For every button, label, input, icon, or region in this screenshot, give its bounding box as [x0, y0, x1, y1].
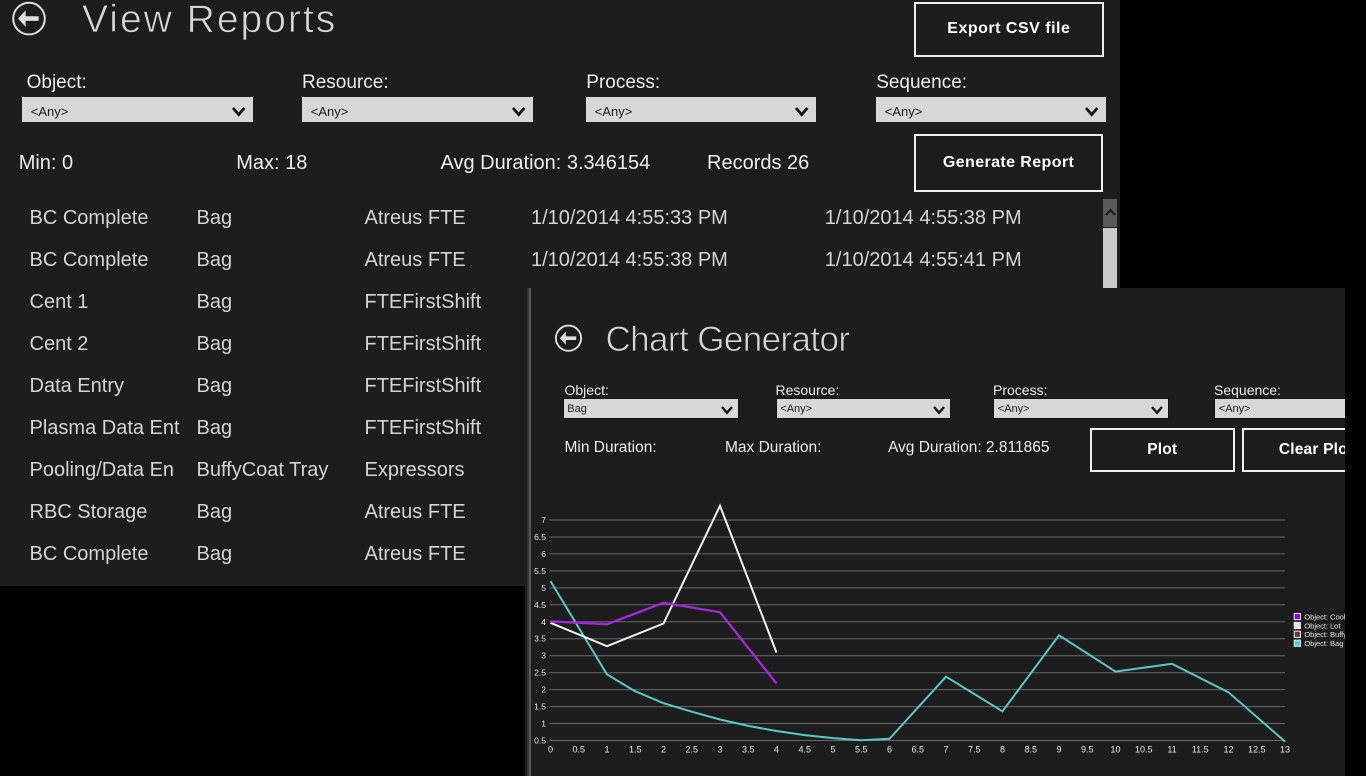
svg-text:2: 2	[541, 685, 546, 695]
svg-text:5.5: 5.5	[534, 566, 546, 576]
svg-text:7: 7	[541, 515, 546, 525]
svg-text:4.5: 4.5	[534, 600, 546, 610]
svg-text:10: 10	[1110, 744, 1120, 754]
svg-text:1.5: 1.5	[629, 744, 642, 754]
svg-text:10.5: 10.5	[1135, 744, 1153, 754]
svg-text:12.5: 12.5	[1248, 744, 1266, 754]
svg-text:0.5: 0.5	[534, 736, 546, 746]
svg-text:7.5: 7.5	[968, 744, 981, 754]
svg-text:12: 12	[1223, 744, 1233, 754]
svg-text:6.5: 6.5	[912, 744, 925, 754]
svg-text:11.5: 11.5	[1192, 744, 1209, 754]
svg-text:6: 6	[541, 549, 546, 559]
svg-text:6: 6	[887, 744, 892, 754]
svg-text:13: 13	[1280, 744, 1290, 754]
svg-text:3: 3	[541, 651, 546, 661]
svg-text:3.5: 3.5	[534, 634, 546, 644]
svg-text:Object: Cooler: Object: Cooler	[1304, 613, 1345, 622]
svg-text:4: 4	[541, 617, 546, 627]
svg-text:1.5: 1.5	[534, 702, 546, 712]
svg-text:11: 11	[1167, 744, 1176, 754]
svg-text:Object: Bag: Object: Bag	[1304, 639, 1343, 648]
svg-text:Object: Lot: Object: Lot	[1304, 621, 1341, 630]
svg-text:0: 0	[548, 744, 553, 754]
svg-text:0.5: 0.5	[573, 744, 586, 754]
svg-text:4.5: 4.5	[799, 744, 812, 754]
svg-text:2: 2	[661, 744, 666, 754]
svg-text:1: 1	[541, 719, 546, 729]
svg-text:5: 5	[830, 744, 835, 754]
svg-text:2.5: 2.5	[534, 668, 546, 678]
svg-text:5: 5	[541, 583, 546, 593]
svg-text:Object: BuffyC: Object: BuffyC	[1304, 630, 1345, 639]
svg-text:8: 8	[1000, 744, 1005, 754]
svg-text:5.5: 5.5	[855, 744, 868, 754]
svg-text:1: 1	[604, 744, 609, 754]
svg-text:3: 3	[717, 744, 722, 754]
svg-text:8.5: 8.5	[1025, 744, 1038, 754]
svg-text:9: 9	[1056, 744, 1061, 754]
svg-text:4: 4	[774, 744, 779, 754]
svg-text:9.5: 9.5	[1081, 744, 1094, 754]
svg-text:2.5: 2.5	[686, 744, 699, 754]
svg-text:3.5: 3.5	[742, 744, 755, 754]
svg-text:6.5: 6.5	[534, 532, 546, 542]
svg-text:7: 7	[943, 744, 948, 754]
